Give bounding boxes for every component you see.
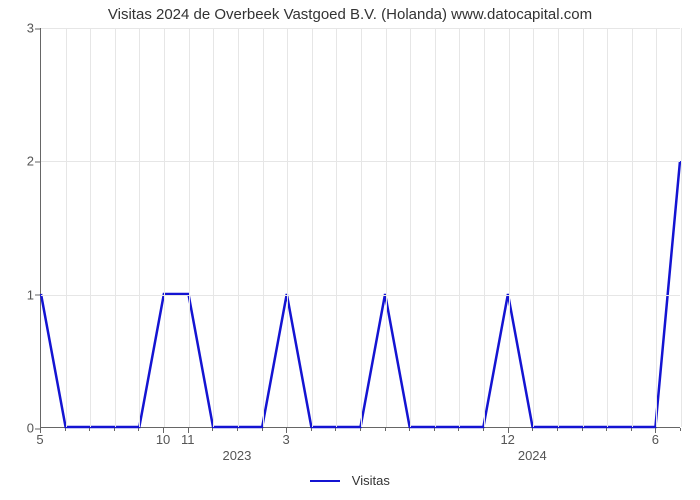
gridline-vertical	[632, 28, 633, 427]
x-axis-tick-minor	[483, 428, 484, 431]
x-axis-tick-label: 10	[156, 432, 170, 447]
x-axis-tick-minor	[65, 428, 66, 431]
x-axis-tick-minor	[606, 428, 607, 431]
gridline-vertical	[90, 28, 91, 427]
x-axis-tick-minor	[409, 428, 410, 431]
gridline-vertical	[66, 28, 67, 427]
gridline-vertical	[139, 28, 140, 427]
x-axis-tick-minor	[237, 428, 238, 431]
x-axis-tick-minor	[311, 428, 312, 431]
gridline-vertical	[238, 28, 239, 427]
plot-area	[40, 28, 680, 428]
x-axis-tick-label: 12	[500, 432, 514, 447]
gridline-vertical	[115, 28, 116, 427]
gridline-vertical	[361, 28, 362, 427]
gridline-vertical	[681, 28, 682, 427]
gridline-vertical	[459, 28, 460, 427]
gridline-vertical	[213, 28, 214, 427]
x-axis-tick-minor	[532, 428, 533, 431]
gridline-vertical	[312, 28, 313, 427]
x-axis-tick-label: 11	[181, 432, 195, 447]
gridline-vertical	[336, 28, 337, 427]
x-axis-tick-minor	[114, 428, 115, 431]
x-axis-tick-minor	[212, 428, 213, 431]
x-axis-tick-minor	[89, 428, 90, 431]
x-axis-tick-minor	[385, 428, 386, 431]
gridline-vertical	[607, 28, 608, 427]
x-axis-tick-minor	[262, 428, 263, 431]
x-axis-year-label: 2023	[222, 448, 251, 463]
gridline-vertical	[263, 28, 264, 427]
x-axis-tick-minor	[360, 428, 361, 431]
gridline-vertical	[656, 28, 657, 427]
gridline-vertical	[386, 28, 387, 427]
legend-swatch	[310, 480, 340, 482]
gridline-vertical	[435, 28, 436, 427]
x-axis-tick-minor	[335, 428, 336, 431]
x-axis-tick-minor	[582, 428, 583, 431]
gridline-vertical	[484, 28, 485, 427]
x-axis-tick-label: 5	[36, 432, 43, 447]
y-axis-tick: 1	[0, 287, 34, 302]
chart-title: Visitas 2024 de Overbeek Vastgoed B.V. (…	[0, 6, 700, 23]
gridline-vertical	[583, 28, 584, 427]
gridline-vertical	[189, 28, 190, 427]
x-axis-tick-minor	[557, 428, 558, 431]
legend-label: Visitas	[352, 473, 390, 488]
line-chart: Visitas 2024 de Overbeek Vastgoed B.V. (…	[0, 0, 700, 500]
x-axis-tick-minor	[631, 428, 632, 431]
x-axis-year-label: 2024	[518, 448, 547, 463]
x-axis-tick-label: 6	[652, 432, 659, 447]
gridline-vertical	[410, 28, 411, 427]
x-axis-tick-minor	[680, 428, 681, 431]
x-axis-tick-minor	[434, 428, 435, 431]
y-axis-tick: 2	[0, 154, 34, 169]
x-axis-tick-minor	[458, 428, 459, 431]
gridline-vertical	[287, 28, 288, 427]
gridline-vertical	[558, 28, 559, 427]
x-axis-tick-label: 3	[283, 432, 290, 447]
x-axis-tick-minor	[138, 428, 139, 431]
gridline-vertical	[164, 28, 165, 427]
y-axis-tick: 3	[0, 21, 34, 36]
gridline-vertical	[533, 28, 534, 427]
gridline-vertical	[509, 28, 510, 427]
y-axis-tick: 0	[0, 421, 34, 436]
chart-legend: Visitas	[0, 472, 700, 488]
